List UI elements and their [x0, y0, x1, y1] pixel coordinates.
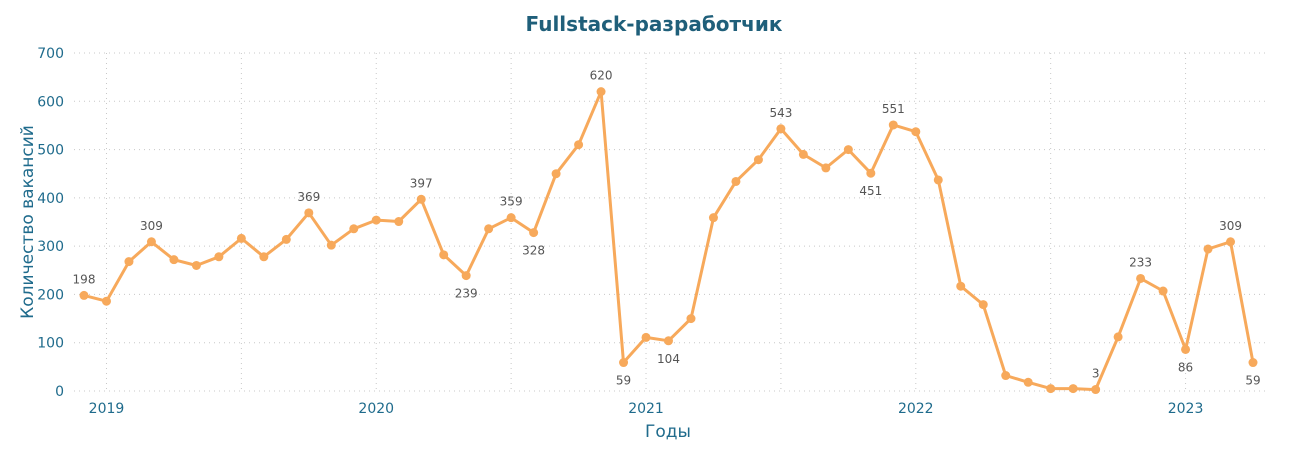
data-point	[1113, 332, 1123, 342]
data-label: 233	[1129, 255, 1152, 269]
x-tick-label: 2021	[628, 401, 664, 417]
data-label: 397	[410, 176, 433, 190]
data-point	[349, 224, 359, 234]
data-point	[101, 296, 111, 306]
data-point	[371, 215, 381, 225]
y-tick-label: 500	[37, 143, 64, 159]
data-point	[214, 252, 224, 262]
data-label: 3	[1092, 367, 1100, 381]
data-label: 309	[140, 219, 163, 233]
data-point	[1203, 244, 1213, 254]
data-point	[169, 255, 179, 265]
data-point	[1226, 237, 1236, 247]
data-label: 198	[73, 272, 96, 286]
data-label: 86	[1178, 360, 1193, 374]
data-label: 620	[590, 69, 613, 83]
data-labels: 198 309 369 397 239 359 328 620 59 104 543 451 551 3 2…	[73, 69, 1261, 388]
data-point	[416, 194, 426, 204]
data-label: 59	[1245, 374, 1260, 388]
data-points	[79, 87, 1258, 395]
data-label: 451	[859, 184, 882, 198]
data-point	[259, 252, 269, 262]
data-point	[1001, 371, 1011, 381]
data-point	[79, 290, 89, 300]
data-point	[911, 127, 921, 137]
data-point	[281, 234, 291, 244]
data-point	[529, 228, 539, 238]
data-label: 309	[1219, 219, 1242, 233]
data-point	[326, 240, 336, 250]
data-point	[1136, 273, 1146, 283]
data-point	[551, 169, 561, 179]
y-tick-label: 100	[37, 336, 64, 352]
data-point	[978, 300, 988, 310]
data-point	[394, 217, 404, 227]
data-point	[843, 145, 853, 155]
data-label: 369	[297, 190, 320, 204]
y-tick-label: 700	[37, 46, 64, 62]
data-point	[619, 358, 629, 368]
x-axis-title: Годы	[645, 422, 691, 442]
data-point	[1158, 286, 1168, 296]
data-point	[821, 163, 831, 173]
data-label: 328	[522, 244, 545, 258]
data-point	[191, 260, 201, 270]
chart-title: Fullstack-разработчик	[526, 12, 783, 36]
data-point	[1068, 384, 1078, 394]
data-point	[1091, 385, 1101, 395]
data-point	[1248, 358, 1258, 368]
data-point	[439, 250, 449, 260]
data-point	[461, 271, 471, 281]
data-point	[124, 257, 134, 267]
data-point	[753, 155, 763, 165]
data-label: 59	[616, 374, 631, 388]
data-point	[708, 213, 718, 223]
data-label: 104	[657, 352, 680, 366]
x-axis-ticks: 2019 2020 2021 2022 2023	[89, 401, 1204, 417]
data-point	[888, 120, 898, 130]
data-point	[304, 208, 314, 218]
data-point	[574, 140, 584, 150]
x-tick-label: 2022	[898, 401, 934, 417]
data-point	[641, 332, 651, 342]
y-axis-ticks: 0 100 200 300 400 500 600 700	[37, 46, 64, 400]
data-point	[798, 149, 808, 159]
data-point	[146, 237, 156, 247]
data-point	[731, 176, 741, 186]
data-point	[956, 281, 966, 291]
y-tick-label: 0	[55, 384, 64, 400]
data-point	[686, 314, 696, 324]
data-point	[1181, 344, 1191, 354]
data-label: 239	[455, 287, 478, 301]
y-axis-title: Количество вакансий	[18, 125, 38, 319]
data-point	[776, 124, 786, 134]
y-tick-label: 600	[37, 94, 64, 110]
x-tick-label: 2020	[358, 401, 394, 417]
data-point	[664, 336, 673, 346]
x-tick-label: 2023	[1168, 401, 1204, 417]
x-tick-label: 2019	[89, 401, 125, 417]
y-tick-label: 300	[37, 239, 64, 255]
y-tick-label: 200	[37, 287, 64, 303]
data-point	[866, 168, 876, 178]
data-point	[484, 224, 494, 234]
data-label: 551	[882, 102, 905, 116]
data-point	[236, 233, 246, 243]
data-point	[933, 175, 943, 185]
data-point	[1046, 384, 1056, 394]
data-point	[506, 213, 516, 223]
data-label: 359	[500, 195, 523, 209]
y-tick-label: 400	[37, 191, 64, 207]
data-point	[1023, 377, 1033, 387]
data-point	[596, 87, 606, 97]
data-label: 543	[769, 106, 792, 120]
